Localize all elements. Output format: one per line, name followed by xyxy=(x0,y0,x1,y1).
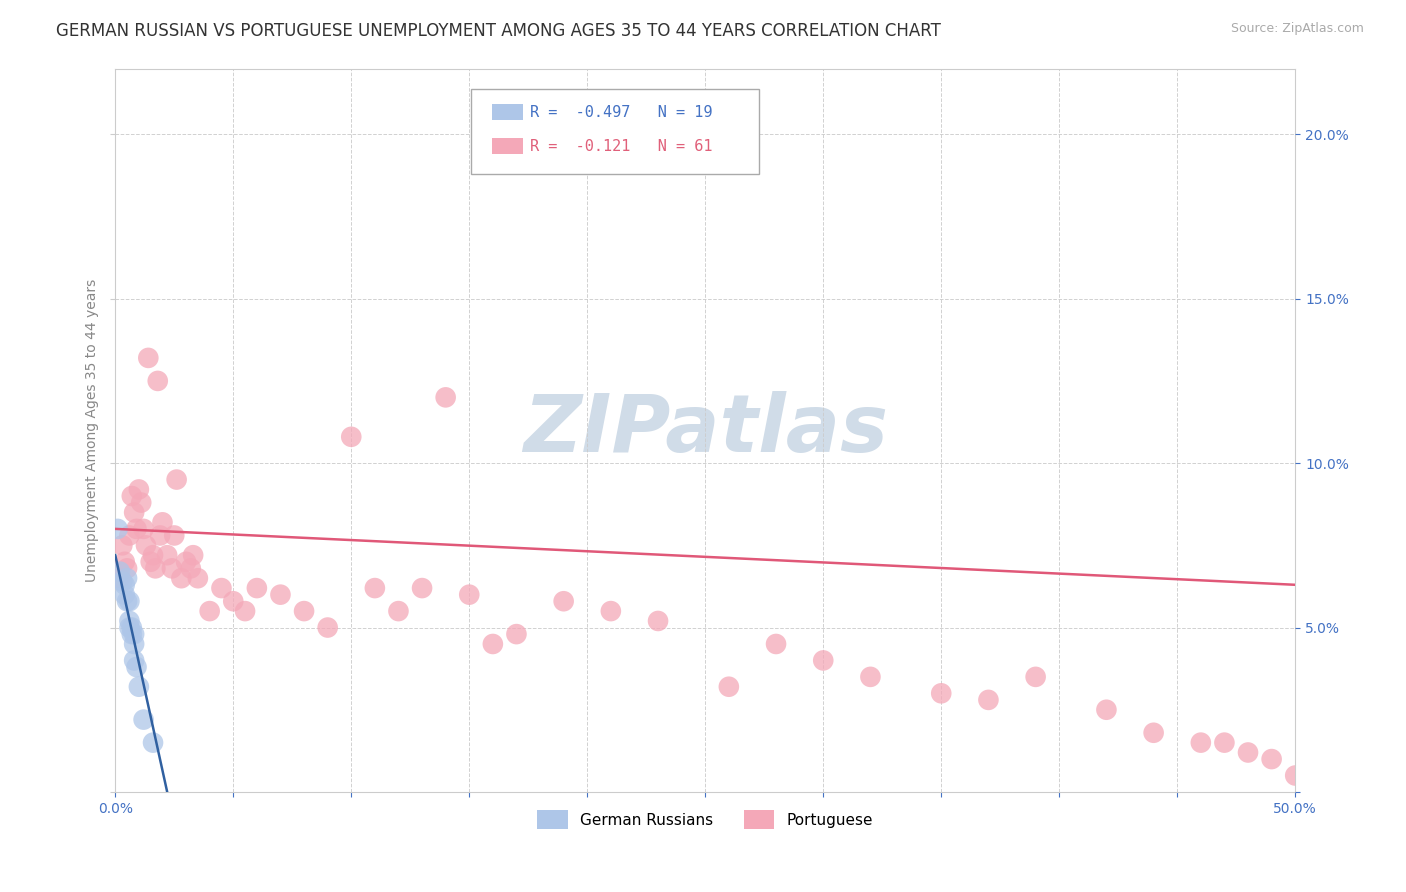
Point xyxy=(149,528,172,542)
Point xyxy=(108,565,131,579)
Point xyxy=(142,736,165,750)
Point xyxy=(139,555,162,569)
Point xyxy=(1260,752,1282,766)
Point xyxy=(121,621,143,635)
Point xyxy=(121,489,143,503)
Point xyxy=(180,561,202,575)
Point xyxy=(387,604,409,618)
Point xyxy=(482,637,505,651)
Point xyxy=(505,627,527,641)
Point xyxy=(135,538,157,552)
Point xyxy=(1284,768,1306,782)
Point xyxy=(156,548,179,562)
Point xyxy=(765,637,787,651)
Point xyxy=(152,516,174,530)
Point xyxy=(222,594,245,608)
Point xyxy=(647,614,669,628)
Point xyxy=(115,571,138,585)
Point xyxy=(114,555,136,569)
Point xyxy=(458,588,481,602)
Point xyxy=(160,561,183,575)
Text: R =  -0.497   N = 19: R = -0.497 N = 19 xyxy=(530,105,713,120)
Point xyxy=(929,686,952,700)
Point xyxy=(211,581,233,595)
Point xyxy=(129,495,152,509)
Point xyxy=(411,581,433,595)
Point xyxy=(859,670,882,684)
Point xyxy=(125,522,148,536)
Point xyxy=(107,522,129,536)
Point xyxy=(166,473,188,487)
Point xyxy=(122,653,145,667)
Point xyxy=(174,555,197,569)
Point xyxy=(132,713,155,727)
Point xyxy=(115,561,138,575)
Point xyxy=(125,660,148,674)
Point xyxy=(114,588,136,602)
Point xyxy=(114,578,136,592)
Y-axis label: Unemployment Among Ages 35 to 44 years: Unemployment Among Ages 35 to 44 years xyxy=(86,278,100,582)
Point xyxy=(340,430,363,444)
Point xyxy=(553,594,575,608)
Point xyxy=(181,548,204,562)
Point xyxy=(118,621,141,635)
Point xyxy=(145,561,167,575)
Point xyxy=(269,588,291,602)
Point xyxy=(977,693,1000,707)
Point xyxy=(121,627,143,641)
Point xyxy=(115,594,138,608)
Point xyxy=(434,390,457,404)
Point xyxy=(111,538,134,552)
Point xyxy=(122,505,145,519)
Point xyxy=(118,614,141,628)
Point xyxy=(1237,746,1260,760)
Text: ZIPatlas: ZIPatlas xyxy=(523,392,887,469)
Point xyxy=(122,627,145,641)
Point xyxy=(246,581,269,595)
Text: R =  -0.121   N = 61: R = -0.121 N = 61 xyxy=(530,139,713,153)
Point xyxy=(187,571,209,585)
Point xyxy=(118,528,141,542)
Text: GERMAN RUSSIAN VS PORTUGUESE UNEMPLOYMENT AMONG AGES 35 TO 44 YEARS CORRELATION : GERMAN RUSSIAN VS PORTUGUESE UNEMPLOYMEN… xyxy=(56,22,941,40)
Point xyxy=(1143,725,1166,739)
Point xyxy=(364,581,387,595)
Point xyxy=(1095,703,1118,717)
Point xyxy=(108,571,131,585)
Point xyxy=(128,680,150,694)
Point xyxy=(136,351,159,365)
Point xyxy=(599,604,621,618)
Point xyxy=(813,653,835,667)
Point xyxy=(198,604,221,618)
Point xyxy=(233,604,256,618)
Point xyxy=(717,680,740,694)
Point xyxy=(146,374,169,388)
Point xyxy=(118,594,141,608)
Point xyxy=(128,483,150,497)
Point xyxy=(111,574,134,589)
Point xyxy=(170,571,193,585)
Point xyxy=(132,522,155,536)
Legend: German Russians, Portuguese: German Russians, Portuguese xyxy=(531,804,879,835)
Point xyxy=(163,528,186,542)
Point xyxy=(122,637,145,651)
Point xyxy=(1025,670,1047,684)
Point xyxy=(1213,736,1236,750)
Point xyxy=(142,548,165,562)
Text: Source: ZipAtlas.com: Source: ZipAtlas.com xyxy=(1230,22,1364,36)
Point xyxy=(1189,736,1212,750)
Point xyxy=(292,604,315,618)
Point xyxy=(316,621,339,635)
